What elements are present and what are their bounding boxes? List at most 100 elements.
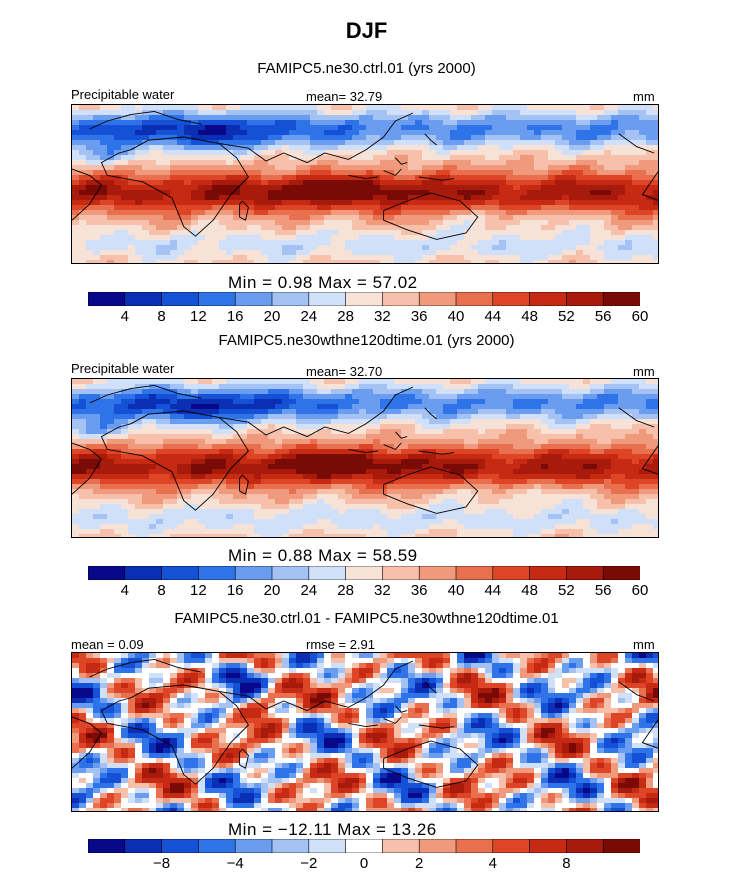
field-cell [261, 494, 269, 500]
field-cell [352, 200, 360, 206]
field-cell [499, 469, 507, 475]
field-cell [282, 414, 290, 420]
field-cell [422, 459, 430, 465]
field-cell [590, 210, 598, 216]
field-cell [471, 230, 479, 236]
field-cell [100, 160, 108, 166]
field-cell [422, 180, 430, 186]
field-cell [247, 225, 255, 231]
field-cell [436, 419, 444, 425]
field-cell [268, 459, 276, 465]
field-cell [282, 424, 290, 430]
field-cell [604, 449, 612, 455]
field-cell [436, 459, 444, 465]
field-cell [114, 205, 122, 211]
field-cell [492, 105, 500, 111]
field-cell [597, 165, 605, 171]
field-cell [604, 205, 612, 211]
field-cell [443, 180, 451, 186]
field-cell [184, 150, 192, 156]
field-cell [422, 434, 430, 440]
field-cell [401, 180, 409, 186]
field-cell [163, 245, 171, 251]
field-cell [541, 429, 549, 435]
field-cell [163, 145, 171, 151]
field-cell [212, 494, 220, 500]
field-cell [86, 499, 94, 505]
field-cell [282, 499, 290, 505]
field-cell [429, 429, 437, 435]
field-cell [303, 115, 311, 121]
field-cell [289, 150, 297, 156]
field-cell [128, 504, 136, 510]
field-cell [422, 404, 430, 410]
field-cell [338, 474, 346, 480]
field-cell [191, 489, 199, 495]
field-cell [359, 245, 367, 251]
field-cell [646, 404, 654, 410]
field-cell [394, 200, 402, 206]
field-cell [576, 205, 584, 211]
field-cell [93, 225, 101, 231]
field-cell [611, 140, 619, 146]
field-cell [359, 509, 367, 515]
field-cell [93, 499, 101, 505]
field-cell [527, 110, 535, 116]
field-cell [219, 150, 227, 156]
field-cell [247, 444, 255, 450]
field-cell [604, 230, 612, 236]
field-cell [513, 439, 521, 445]
field-cell [121, 200, 129, 206]
field-cell [191, 140, 199, 146]
field-cell [478, 459, 486, 465]
field-cell [310, 484, 318, 490]
field-cell [72, 160, 80, 166]
field-cell [422, 195, 430, 201]
field-cell [499, 165, 507, 171]
field-cell [394, 424, 402, 430]
field-cell [464, 185, 472, 191]
field-cell [219, 105, 227, 111]
field-cell [261, 414, 269, 420]
field-cell [408, 185, 416, 191]
field-cell [93, 394, 101, 400]
field-cell [569, 389, 577, 395]
field-cell [135, 150, 143, 156]
field-cell [429, 220, 437, 226]
field-cell [135, 250, 143, 256]
field-cell [492, 110, 500, 116]
field-cell [275, 210, 283, 216]
field-cell [247, 160, 255, 166]
field-cell [331, 444, 339, 450]
field-cell [163, 484, 171, 490]
field-cell [107, 379, 115, 385]
field-cell [212, 105, 220, 111]
field-cell [331, 494, 339, 500]
field-cell [422, 160, 430, 166]
field-cell [618, 120, 626, 126]
field-cell [457, 185, 465, 191]
field-cell [233, 160, 241, 166]
field-cell [275, 250, 283, 256]
field-cell [513, 404, 521, 410]
field-cell [485, 509, 493, 515]
field-cell [282, 110, 290, 116]
field-cell [429, 120, 437, 126]
field-cell [156, 155, 164, 161]
coastline [618, 133, 655, 154]
field-cell [177, 429, 185, 435]
field-cell [632, 459, 640, 465]
field-cell [450, 439, 458, 445]
field-cell [191, 200, 199, 206]
field-cell [373, 409, 381, 415]
field-cell [177, 414, 185, 420]
field-cell [485, 404, 493, 410]
field-cell [128, 494, 136, 500]
field-cell [506, 215, 514, 221]
field-cell [380, 404, 388, 410]
field-cell [128, 489, 136, 495]
field-cell [338, 240, 346, 246]
field-cell [317, 260, 325, 263]
field-cell [450, 120, 458, 126]
field-cell [261, 210, 269, 216]
